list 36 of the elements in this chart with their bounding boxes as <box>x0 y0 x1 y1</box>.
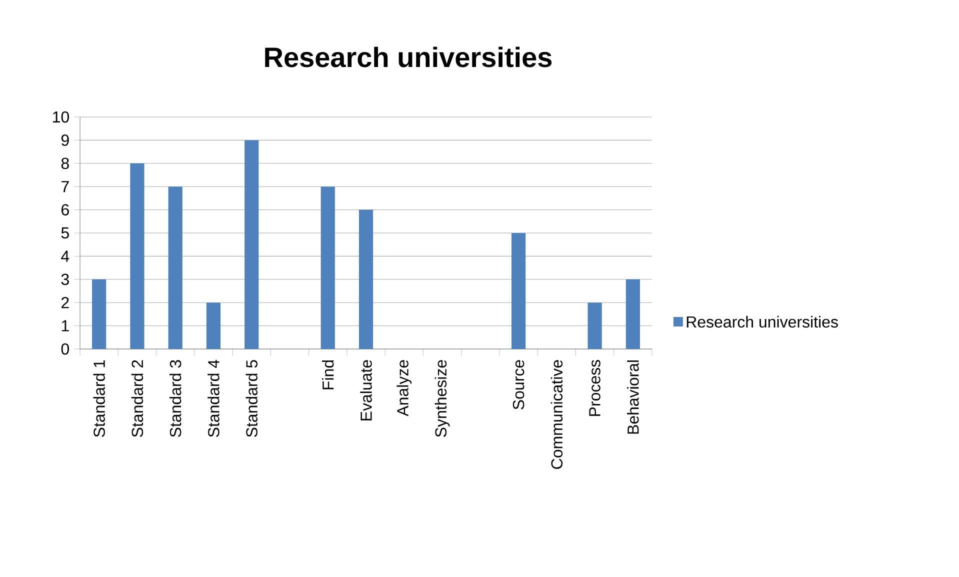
bar <box>92 279 106 349</box>
legend-label: Research universities <box>686 316 838 328</box>
y-tick-label: 6 <box>62 204 69 216</box>
x-tick-label: Evaluate <box>360 360 372 420</box>
bar <box>626 279 640 349</box>
y-tick-label: 5 <box>61 227 69 239</box>
bar <box>206 302 221 349</box>
bar <box>511 232 526 349</box>
x-tick-label: Standard 4 <box>208 360 220 437</box>
x-tick-label: Find <box>322 360 334 390</box>
y-tick-label: 4 <box>61 250 70 262</box>
x-tick-label: Synthesize <box>434 360 450 437</box>
y-tick-label: 9 <box>61 134 69 146</box>
y-tick-label: 3 <box>61 274 69 286</box>
bar <box>244 140 259 349</box>
x-tick-label: Communicative <box>550 360 563 469</box>
bar <box>588 302 602 349</box>
x-tick-label: Process <box>589 360 600 416</box>
x-tick-label: Standard 3 <box>169 360 182 437</box>
y-tick-label: 8 <box>61 158 69 170</box>
x-tick-label: Standard 5 <box>246 360 258 437</box>
chart-title: Research universities <box>265 46 552 68</box>
x-tick-label: Standard 2 <box>131 360 144 437</box>
y-tick-label: 1 <box>62 320 69 332</box>
x-tick-label: Standard 1 <box>93 360 105 437</box>
x-tick-label: Source <box>512 360 524 410</box>
y-tick-label: 2 <box>62 297 69 308</box>
bar <box>358 210 374 349</box>
bar <box>130 163 144 349</box>
bar <box>320 186 335 349</box>
y-tick-label: 10 <box>53 111 69 123</box>
y-tick-label: 0 <box>61 343 69 355</box>
y-tick-label: 7 <box>62 181 69 192</box>
x-tick-label: Analyze <box>396 360 412 416</box>
bar <box>168 186 182 349</box>
x-tick-label: Behavioral <box>627 360 639 434</box>
